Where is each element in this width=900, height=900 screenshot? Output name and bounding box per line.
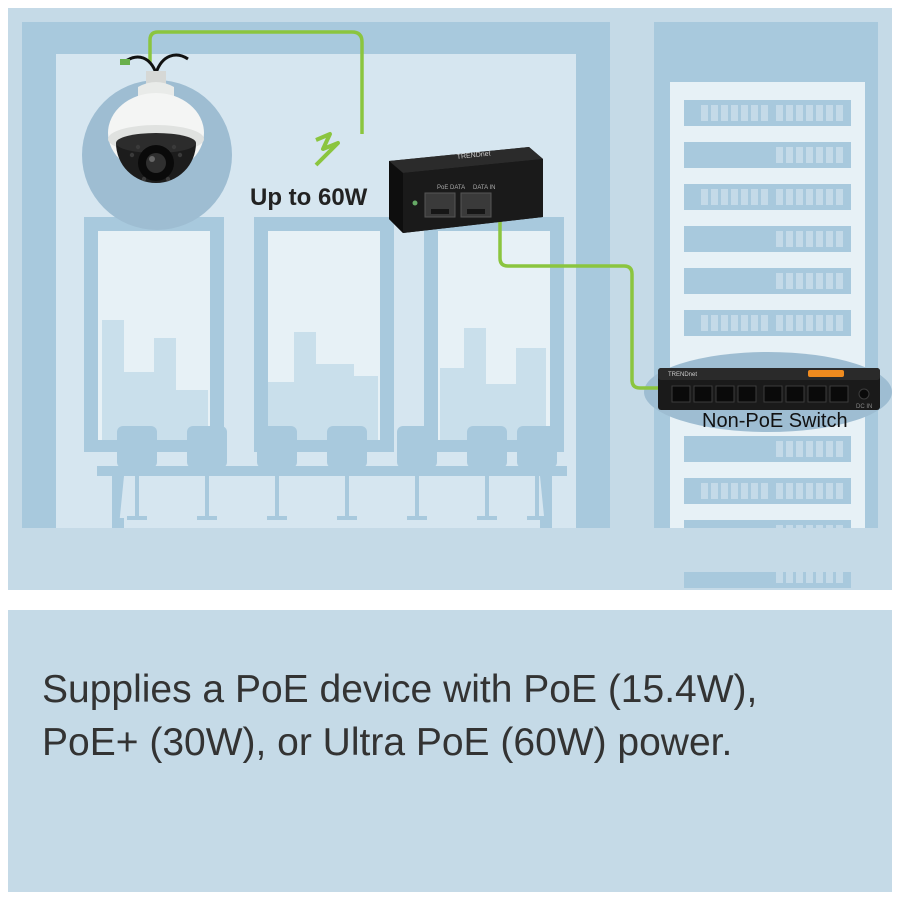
server-rack bbox=[670, 82, 865, 528]
conference-table-silhouette bbox=[77, 418, 587, 528]
caption-bar: Supplies a PoE device with PoE (15.4W), … bbox=[0, 610, 900, 860]
window-3 bbox=[424, 217, 564, 452]
rack-unit bbox=[684, 184, 851, 210]
svg-text:DC IN: DC IN bbox=[856, 404, 872, 410]
svg-text:TRENDnet: TRENDnet bbox=[668, 372, 697, 378]
window-2 bbox=[254, 217, 394, 452]
rack-unit bbox=[684, 142, 851, 168]
floor bbox=[22, 528, 878, 572]
window-1 bbox=[84, 217, 224, 452]
poe-injector-icon: PoE DATA DATA IN TRENDnet bbox=[387, 145, 545, 242]
rack-unit bbox=[684, 436, 851, 462]
rack-unit bbox=[684, 100, 851, 126]
power-label: Up to 60W bbox=[250, 184, 367, 212]
svg-text:PoE DATA: PoE DATA bbox=[437, 185, 465, 191]
rack-unit bbox=[684, 226, 851, 252]
rack-unit bbox=[684, 478, 851, 504]
wall-divider bbox=[610, 22, 654, 572]
ptz-camera-icon bbox=[98, 47, 218, 242]
svg-text:DATA IN: DATA IN bbox=[473, 185, 495, 191]
switch-label: Non-PoE Switch bbox=[702, 410, 848, 433]
caption-text: Supplies a PoE device with PoE (15.4W), … bbox=[42, 664, 858, 769]
diagram-scene: PoE DATA DATA IN TRENDnet TRENDnet bbox=[22, 22, 878, 572]
rack-unit bbox=[684, 310, 851, 336]
rack-unit bbox=[684, 268, 851, 294]
